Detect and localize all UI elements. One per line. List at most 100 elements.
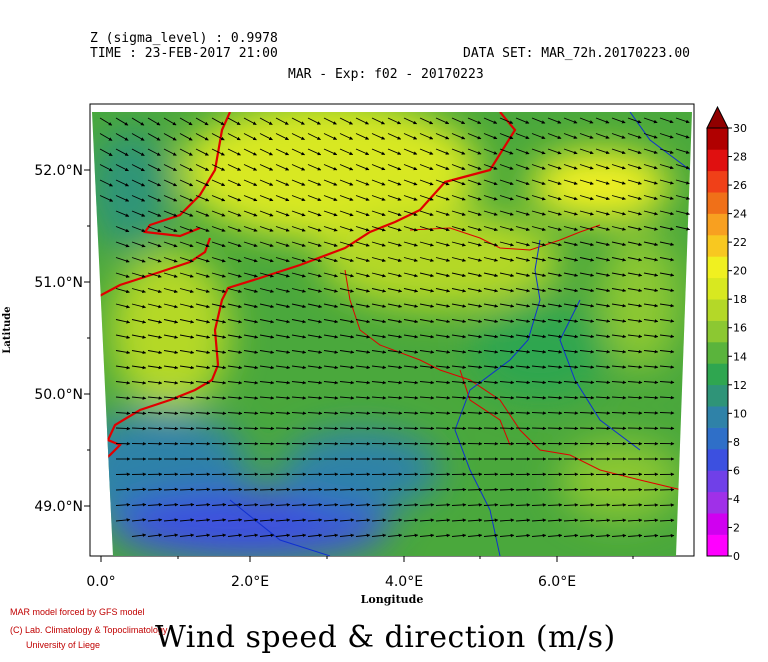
wind-arrow [259, 195, 274, 202]
wind-arrow [163, 518, 179, 522]
wind-arrow [483, 257, 498, 262]
wind-arrow [227, 502, 243, 507]
wind-arrow [131, 487, 147, 492]
wind-arrow [611, 319, 627, 323]
wind-arrow [291, 365, 307, 370]
colorbar-swatch [707, 299, 728, 321]
wind-arrow [547, 257, 563, 262]
wind-arrow [451, 319, 467, 324]
country-borders [344, 224, 691, 493]
wind-arrow [643, 503, 659, 507]
wind-arrow [675, 195, 690, 200]
wind-arrow [547, 380, 563, 385]
wind-arrow [563, 395, 579, 400]
wind-arrow [323, 334, 339, 339]
colorbar-swatch [707, 192, 728, 214]
wind-arrow [499, 395, 515, 400]
wind-arrow [563, 257, 579, 262]
wind-arrow [179, 334, 195, 339]
wind-arrow [627, 241, 643, 247]
wind-arrow [243, 426, 259, 431]
wind-arrow [419, 426, 435, 431]
wind-arrow [659, 518, 675, 523]
wind-arrow [627, 349, 643, 354]
wind-arrow [643, 349, 659, 354]
wind-arrow [387, 411, 403, 415]
wind-arrow [467, 117, 482, 124]
colorbar-tick-label: 24 [733, 208, 747, 221]
wind-arrow [419, 148, 434, 155]
wind-arrow [339, 164, 354, 171]
wind-arrow [115, 148, 129, 156]
wind-arrow [531, 164, 546, 170]
wind-arrow [419, 241, 434, 247]
wind-arrow [339, 303, 355, 308]
wind-arrow [659, 395, 675, 400]
wind-arrow [339, 148, 354, 156]
wind-arrow [611, 395, 627, 400]
wind-arrow [115, 303, 130, 309]
wind-arrow [531, 179, 546, 186]
wind-arrow [515, 210, 530, 216]
wind-arrow [547, 411, 563, 415]
wind-arrow [403, 226, 418, 232]
wind-arrow [483, 426, 499, 431]
wind-arrow [467, 257, 482, 262]
wind-arrow [563, 518, 579, 523]
wind-arrow [483, 164, 498, 170]
wind-arrow [179, 241, 194, 248]
colorbar-swatch [707, 534, 728, 557]
wind-arrow [339, 334, 355, 339]
wind-arrow [323, 503, 339, 507]
wind-arrow [419, 257, 434, 262]
wind-arrow [595, 411, 611, 415]
wind-arrow [371, 195, 386, 201]
wind-arrow [611, 533, 627, 538]
wind-arrow [419, 533, 435, 538]
wind-arrow [323, 195, 338, 201]
wind-arrow [531, 518, 547, 523]
wind-arrow [499, 365, 515, 369]
wind-arrow [531, 210, 546, 216]
wind-arrow [323, 241, 338, 247]
wind-arrow [339, 257, 354, 263]
wind-arrow [339, 380, 355, 385]
wind-arrow [451, 334, 467, 339]
wind-arrow [499, 210, 514, 216]
wind-arrow [195, 396, 211, 400]
wind-arrow [579, 288, 595, 293]
wind-arrow [547, 164, 562, 170]
wind-arrow [355, 272, 370, 278]
wind-arrow [115, 334, 131, 339]
wind-arrow [307, 257, 322, 263]
wind-arrow [291, 411, 307, 415]
wind-arrow [243, 503, 259, 507]
wind-arrow [483, 350, 499, 354]
wind-arrow [627, 179, 642, 185]
wind-arrow [323, 164, 338, 171]
wind-arrows [99, 117, 691, 538]
wind-arrow [355, 533, 371, 538]
wind-arrow [547, 487, 563, 492]
wind-arrow [643, 195, 658, 201]
wind-arrow [195, 334, 211, 339]
wind-arrow [179, 502, 195, 507]
wind-arrow [211, 396, 227, 400]
wind-arrow [371, 365, 387, 370]
wind-arrow [211, 350, 227, 354]
colorbar-swatch [707, 170, 728, 193]
wind-arrow [339, 411, 355, 415]
wind-arrow [467, 164, 482, 170]
wind-arrow [243, 226, 258, 232]
wind-arrow [371, 210, 386, 217]
wind-arrow [643, 380, 659, 385]
wind-arrow [131, 533, 147, 537]
wind-arrow [579, 503, 595, 507]
wind-arrow [419, 117, 434, 125]
wind-arrow [211, 502, 227, 507]
wind-arrow [259, 164, 274, 171]
wind-arrow [419, 303, 435, 308]
wind-arrow [515, 487, 531, 492]
wind-arrow [259, 148, 273, 156]
